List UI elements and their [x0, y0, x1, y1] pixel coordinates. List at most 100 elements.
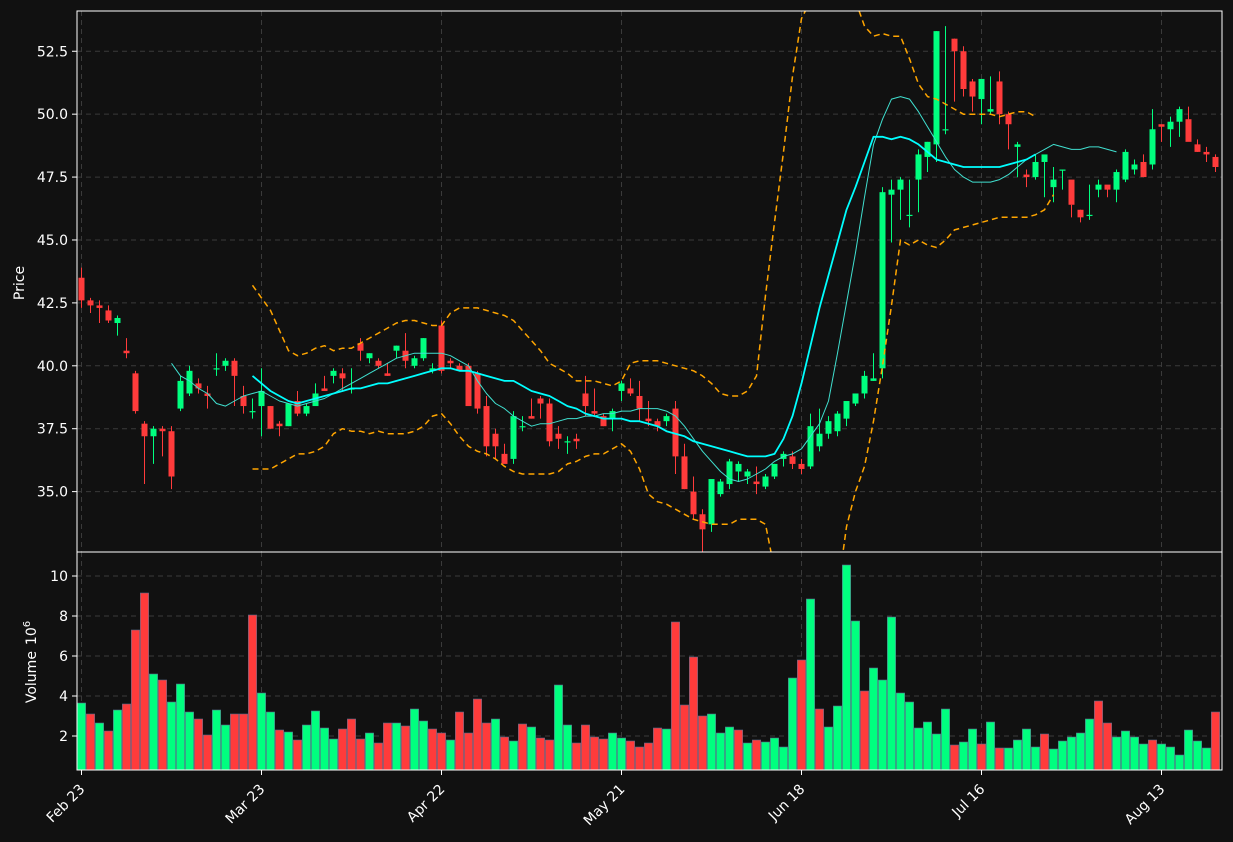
- volume-bar: [850, 620, 860, 770]
- candle-body: [1059, 169, 1066, 171]
- candle-body: [1167, 121, 1174, 130]
- volume-bar: [239, 713, 249, 770]
- volume-bar: [86, 713, 96, 770]
- volume-bar: [1148, 739, 1158, 770]
- candle-body: [1041, 154, 1048, 162]
- volume-bar: [1021, 728, 1031, 770]
- volume-axis-label: Volume 106: [22, 621, 40, 703]
- candle-body: [384, 373, 391, 376]
- candle-body: [312, 393, 319, 407]
- volume-bar: [823, 726, 833, 770]
- candle-body: [771, 463, 778, 477]
- candle-body: [195, 383, 202, 389]
- candle-body: [609, 411, 616, 419]
- volume-bar: [310, 710, 320, 770]
- candle-body: [654, 421, 661, 427]
- price-tick-label: 45.0: [37, 233, 68, 249]
- volume-bar: [877, 679, 887, 770]
- candle-body: [897, 179, 904, 190]
- candle-body: [141, 423, 148, 437]
- candle-body: [870, 378, 877, 381]
- candle-body: [321, 388, 328, 391]
- volume-axis-exponent-power: 6: [22, 621, 33, 627]
- volume-bar: [400, 725, 410, 770]
- candle-body: [906, 214, 913, 217]
- volume-bar: [1130, 736, 1140, 770]
- candle-body: [717, 481, 724, 495]
- price-tick-label: 50.0: [37, 107, 68, 123]
- volume-bar: [176, 683, 186, 770]
- volume-bar: [778, 746, 788, 770]
- volume-bar: [1012, 739, 1022, 770]
- volume-bar: [958, 741, 968, 770]
- volume-bar: [931, 733, 941, 770]
- candle-body: [1122, 151, 1129, 180]
- volume-bar: [688, 656, 698, 770]
- line-bb-lower: [252, 194, 1055, 552]
- volume-bar: [697, 715, 707, 770]
- candle-body: [987, 109, 994, 112]
- candle-body: [1131, 164, 1138, 170]
- volume-bar: [1103, 722, 1113, 770]
- volume-bars: [77, 564, 1221, 770]
- volume-bar: [634, 746, 644, 770]
- candle-body: [204, 393, 211, 396]
- volume-bar: [373, 742, 383, 770]
- candle-body: [465, 365, 472, 407]
- volume-bar: [616, 737, 626, 770]
- candle-body: [87, 300, 94, 306]
- volume-bar: [337, 728, 347, 770]
- volume-bar: [212, 709, 222, 770]
- indicator-lines: [171, 11, 1117, 552]
- volume-bar: [427, 728, 437, 770]
- price-tick-label: 35.0: [37, 485, 68, 501]
- candle-body: [879, 192, 886, 369]
- volume-bar: [949, 744, 959, 770]
- candle-body: [600, 416, 607, 427]
- volume-bar: [436, 732, 446, 770]
- volume-bar: [445, 739, 455, 770]
- candle-body: [645, 418, 652, 422]
- volume-bar: [976, 743, 986, 770]
- volume-bar: [1085, 718, 1095, 770]
- volume-bar: [149, 673, 159, 770]
- candle-body: [825, 421, 832, 434]
- candle-body: [636, 395, 643, 409]
- volume-bar: [526, 726, 536, 770]
- volume-bar: [409, 708, 419, 770]
- candle-body: [1176, 109, 1183, 122]
- volume-bar: [418, 720, 428, 770]
- candle-body: [951, 38, 958, 52]
- candle-body: [492, 433, 499, 447]
- candle-body: [546, 403, 553, 442]
- volume-tick-label: 8: [59, 609, 68, 625]
- candle-body: [1068, 179, 1075, 205]
- volume-bar: [481, 722, 491, 770]
- volume-bar: [113, 709, 123, 770]
- volume-bar: [490, 718, 500, 770]
- candle-body: [249, 411, 256, 413]
- candle-body: [690, 491, 697, 515]
- candle-body: [411, 358, 418, 366]
- volume-bar: [1202, 747, 1212, 770]
- volume-bar: [499, 736, 509, 770]
- volume-bar: [1184, 729, 1194, 770]
- candle-body: [222, 360, 229, 366]
- volume-bar: [832, 705, 842, 770]
- volume-bar: [158, 679, 168, 770]
- volume-bar: [230, 713, 240, 770]
- volume-bar: [517, 723, 527, 770]
- volume-bar: [967, 728, 977, 770]
- candle-body: [1203, 151, 1210, 155]
- candle-body: [555, 433, 562, 439]
- volume-bar: [221, 724, 231, 770]
- candle-body: [1104, 184, 1111, 190]
- volume-bar: [940, 708, 950, 770]
- candle-body: [474, 373, 481, 409]
- volume-bar: [670, 621, 680, 770]
- candle-body: [231, 360, 238, 376]
- volume-bar: [472, 698, 482, 770]
- candle-body: [582, 393, 589, 407]
- volume-bar: [589, 736, 599, 770]
- volume-bar: [1166, 746, 1176, 770]
